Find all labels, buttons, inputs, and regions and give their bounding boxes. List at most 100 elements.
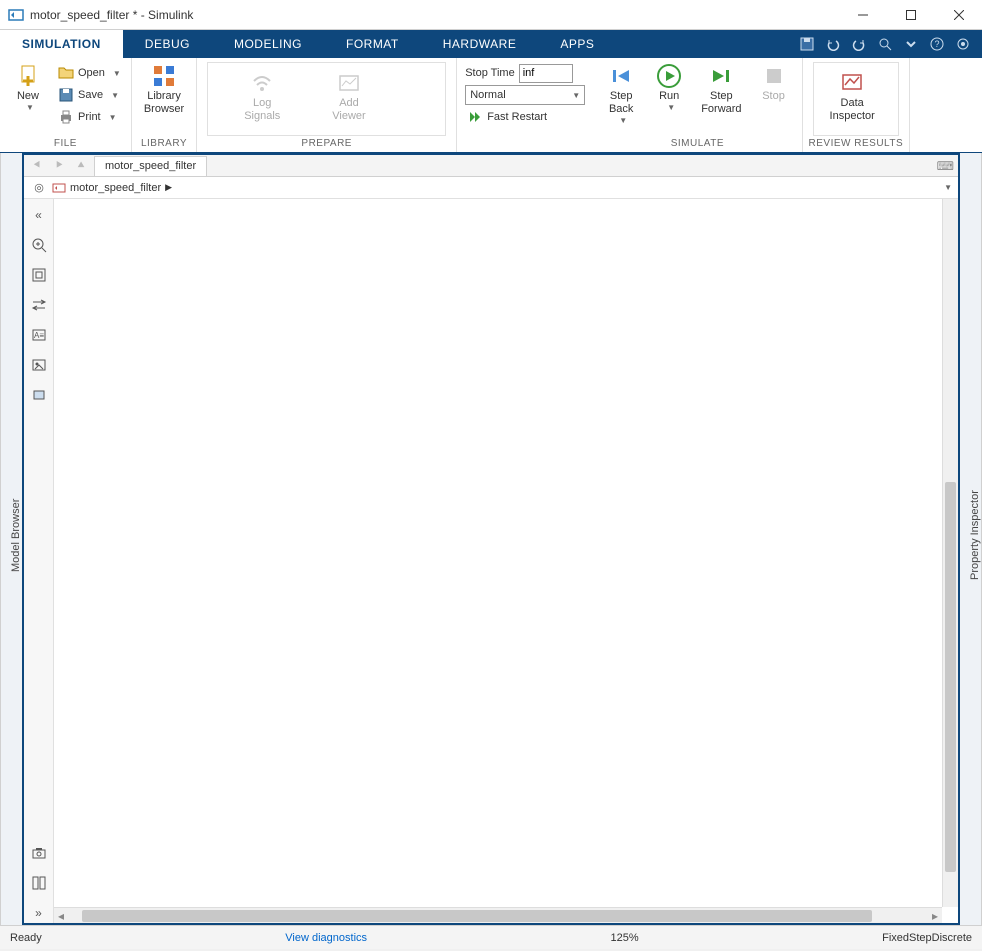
qa-target-icon[interactable] — [954, 35, 972, 53]
new-button[interactable]: New ▼ — [6, 60, 50, 116]
play-icon — [657, 64, 681, 88]
step-forward-label: StepForward — [701, 90, 741, 116]
library-icon — [152, 64, 176, 88]
window-title: motor_speed_filter * - Simulink — [30, 8, 848, 22]
editor-tabs: ⯇ ⯈ ⯅ motor_speed_filter ⌨ — [24, 155, 958, 177]
breadcrumb-menu-icon[interactable]: ▼ — [944, 183, 952, 192]
inspector-icon — [840, 71, 864, 95]
new-icon — [16, 64, 40, 88]
nav-forward-icon[interactable]: ⯈ — [50, 157, 68, 175]
tab-simulation[interactable]: SIMULATION — [0, 30, 123, 58]
chevron-down-icon: ▼ — [26, 103, 34, 112]
tab-debug[interactable]: DEBUG — [123, 30, 212, 58]
folder-open-icon — [58, 65, 74, 81]
step-back-icon — [609, 64, 633, 88]
vertical-scrollbar[interactable] — [942, 199, 958, 907]
tab-hardware[interactable]: HARDWARE — [421, 30, 539, 58]
canvas-wrap: wheel_left_encoderwheel_right_encoderGet… — [54, 199, 958, 923]
annotation-icon[interactable]: A≡ — [29, 325, 49, 345]
view-diagnostics-link[interactable]: View diagnostics — [285, 932, 367, 944]
qa-more-icon[interactable] — [902, 35, 920, 53]
solver-status[interactable]: FixedStepDiscrete — [882, 932, 972, 944]
qa-redo-icon[interactable] — [850, 35, 868, 53]
zoom-level[interactable]: 125% — [611, 932, 639, 944]
expand-toolbar-icon[interactable]: » — [29, 903, 49, 923]
fast-restart-button[interactable]: Fast Restart — [463, 106, 587, 128]
simulink-icon — [8, 7, 24, 23]
breadcrumb-chevron-icon: ▶ — [165, 182, 172, 193]
log-signals-button[interactable]: LogSignals — [238, 67, 286, 127]
run-button[interactable]: Run▼ — [647, 60, 691, 116]
toolstrip-group-file: New ▼ Open▼ Save▼ Print▼ FILE — [0, 58, 132, 152]
open-button[interactable]: Open▼ — [54, 62, 125, 84]
qa-undo-icon[interactable] — [824, 35, 842, 53]
qa-search-icon[interactable] — [876, 35, 894, 53]
maximize-button[interactable] — [896, 5, 926, 25]
fast-restart-icon — [467, 109, 483, 125]
model-browser-panel[interactable]: Model Browser — [0, 153, 22, 925]
add-viewer-label: AddViewer — [332, 97, 365, 123]
screenshot-icon[interactable] — [29, 843, 49, 863]
sim-mode-select[interactable]: Normal▼ — [465, 85, 585, 105]
simulink-canvas[interactable]: wheel_left_encoderwheel_right_encoderGet… — [54, 199, 354, 349]
step-forward-button[interactable]: StepForward — [695, 60, 747, 120]
keyboard-icon[interactable]: ⌨ — [937, 159, 954, 173]
toggle-perspective-icon[interactable] — [29, 295, 49, 315]
toolstrip-sim-config: Stop Time Normal▼ Fast Restart — [457, 58, 593, 152]
step-forward-icon — [709, 64, 733, 88]
print-icon — [58, 109, 74, 125]
tab-format[interactable]: FORMAT — [324, 30, 421, 58]
close-button[interactable] — [944, 5, 974, 25]
status-ready: Ready — [10, 932, 42, 944]
nav-back-icon[interactable]: ⯇ — [28, 157, 46, 175]
stop-button[interactable]: Stop — [752, 60, 796, 107]
tab-modeling[interactable]: MODELING — [212, 30, 324, 58]
svg-text:A≡: A≡ — [33, 331, 43, 340]
canvas-toolbar: « A≡ » — [24, 199, 54, 923]
data-inspector-label: DataInspector — [830, 97, 875, 123]
image-icon[interactable] — [29, 355, 49, 375]
toolstrip-group-library: LibraryBrowser LIBRARY — [132, 58, 197, 152]
toolstrip-group-prepare: LogSignals AddViewer PREPARE — [197, 58, 457, 152]
qa-save-icon[interactable] — [798, 35, 816, 53]
area-icon[interactable] — [29, 385, 49, 405]
editor: ⯇ ⯈ ⯅ motor_speed_filter ⌨ ◎ motor_speed… — [22, 153, 960, 925]
stoptime-field: Stop Time — [463, 62, 587, 84]
data-inspector-button[interactable]: DataInspector — [824, 67, 881, 127]
ribbon-tabs: SIMULATION DEBUG MODELING FORMAT HARDWAR… — [0, 30, 982, 58]
stop-icon — [762, 64, 786, 88]
toolstrip-group-review: DataInspector REVIEW RESULTS — [803, 58, 911, 152]
breadcrumb-target-icon[interactable]: ◎ — [30, 179, 48, 197]
add-viewer-button[interactable]: AddViewer — [326, 67, 371, 127]
titlebar: motor_speed_filter * - Simulink — [0, 0, 982, 30]
property-inspector-panel[interactable]: Property Inspector — [960, 153, 982, 925]
quick-access-toolbar: ? — [798, 30, 982, 58]
log-signals-label: LogSignals — [244, 97, 280, 123]
minimize-button[interactable] — [848, 5, 878, 25]
toolstrip-group-simulate: StepBack▼ Run▼ StepForward Stop SIMULATE — [593, 58, 802, 152]
nav-up-icon[interactable]: ⯅ — [72, 157, 90, 175]
tab-apps[interactable]: APPS — [538, 30, 616, 58]
zoom-in-icon[interactable] — [29, 235, 49, 255]
save-button[interactable]: Save▼ — [54, 84, 125, 106]
library-browser-label: LibraryBrowser — [144, 90, 184, 116]
library-browser-button[interactable]: LibraryBrowser — [138, 60, 190, 120]
hide-toolbar-icon[interactable]: « — [29, 205, 49, 225]
print-button[interactable]: Print▼ — [54, 106, 125, 128]
viewer-icon — [337, 71, 361, 95]
editor-breadcrumb: ◎ motor_speed_filter ▶ ▼ — [24, 177, 958, 199]
horizontal-scrollbar[interactable]: ◂ ▸ — [54, 907, 942, 923]
fit-view-icon[interactable] — [29, 265, 49, 285]
toolstrip: New ▼ Open▼ Save▼ Print▼ FILE LibraryBro… — [0, 58, 982, 153]
editor-tab[interactable]: motor_speed_filter — [94, 156, 207, 176]
svg-text:?: ? — [934, 39, 939, 49]
stoptime-input[interactable] — [519, 64, 573, 83]
qa-help-icon[interactable]: ? — [928, 35, 946, 53]
breadcrumb-item[interactable]: motor_speed_filter — [70, 182, 161, 194]
step-back-button[interactable]: StepBack▼ — [599, 60, 643, 129]
model-info-icon[interactable] — [29, 873, 49, 893]
main-area: Model Browser ⯇ ⯈ ⯅ motor_speed_filter ⌨… — [0, 153, 982, 925]
step-back-label: StepBack — [609, 90, 633, 116]
statusbar: Ready View diagnostics 125% FixedStepDis… — [0, 925, 982, 949]
model-icon — [52, 181, 66, 195]
